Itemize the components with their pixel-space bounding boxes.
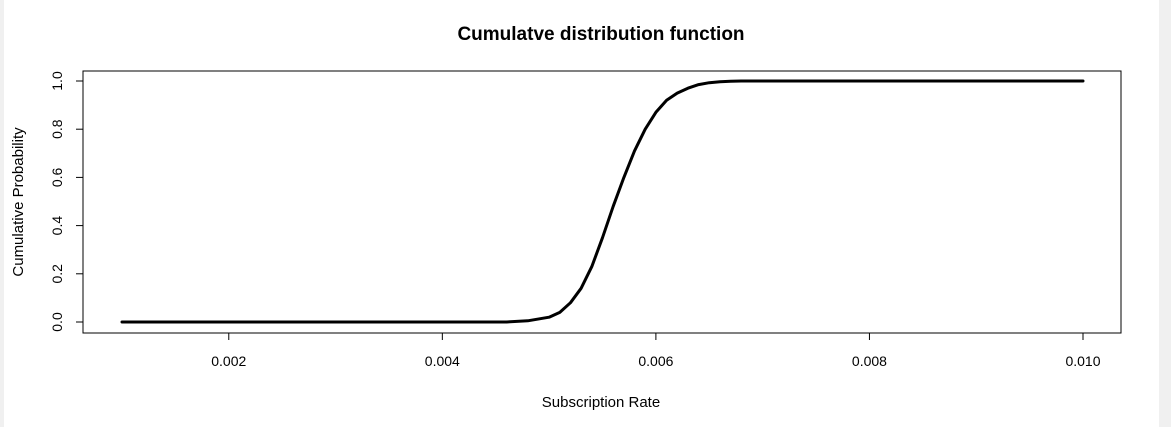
- x-tick-label: 0.010: [1065, 353, 1100, 369]
- y-axis-label: Cumulative Probability: [10, 127, 27, 277]
- x-tick-label: 0.008: [852, 353, 887, 369]
- cdf-series-line: [120, 79, 1085, 324]
- y-tick-label: 0.0: [49, 312, 65, 332]
- x-tick-label: 0.004: [425, 353, 460, 369]
- y-tick-label: 1.0: [49, 71, 65, 91]
- x-axis-label: Subscription Rate: [542, 394, 660, 411]
- x-axis: 0.002 0.004 0.006 0.008 0.010: [211, 332, 1101, 369]
- x-tick-label: 0.006: [638, 353, 673, 369]
- y-tick-label: 0.4: [49, 216, 65, 236]
- plot-box: [82, 70, 1122, 334]
- scrollbar-gutter: [1159, 0, 1171, 427]
- y-axis: 0.0 0.2 0.4 0.6 0.8 1.0: [49, 71, 84, 332]
- y-tick-label: 0.6: [49, 167, 65, 187]
- x-tick-label: 0.002: [211, 353, 246, 369]
- y-tick-label: 0.2: [49, 264, 65, 284]
- y-tick-label: 0.8: [49, 119, 65, 139]
- chart-title: Cumulatve distribution function: [457, 24, 744, 45]
